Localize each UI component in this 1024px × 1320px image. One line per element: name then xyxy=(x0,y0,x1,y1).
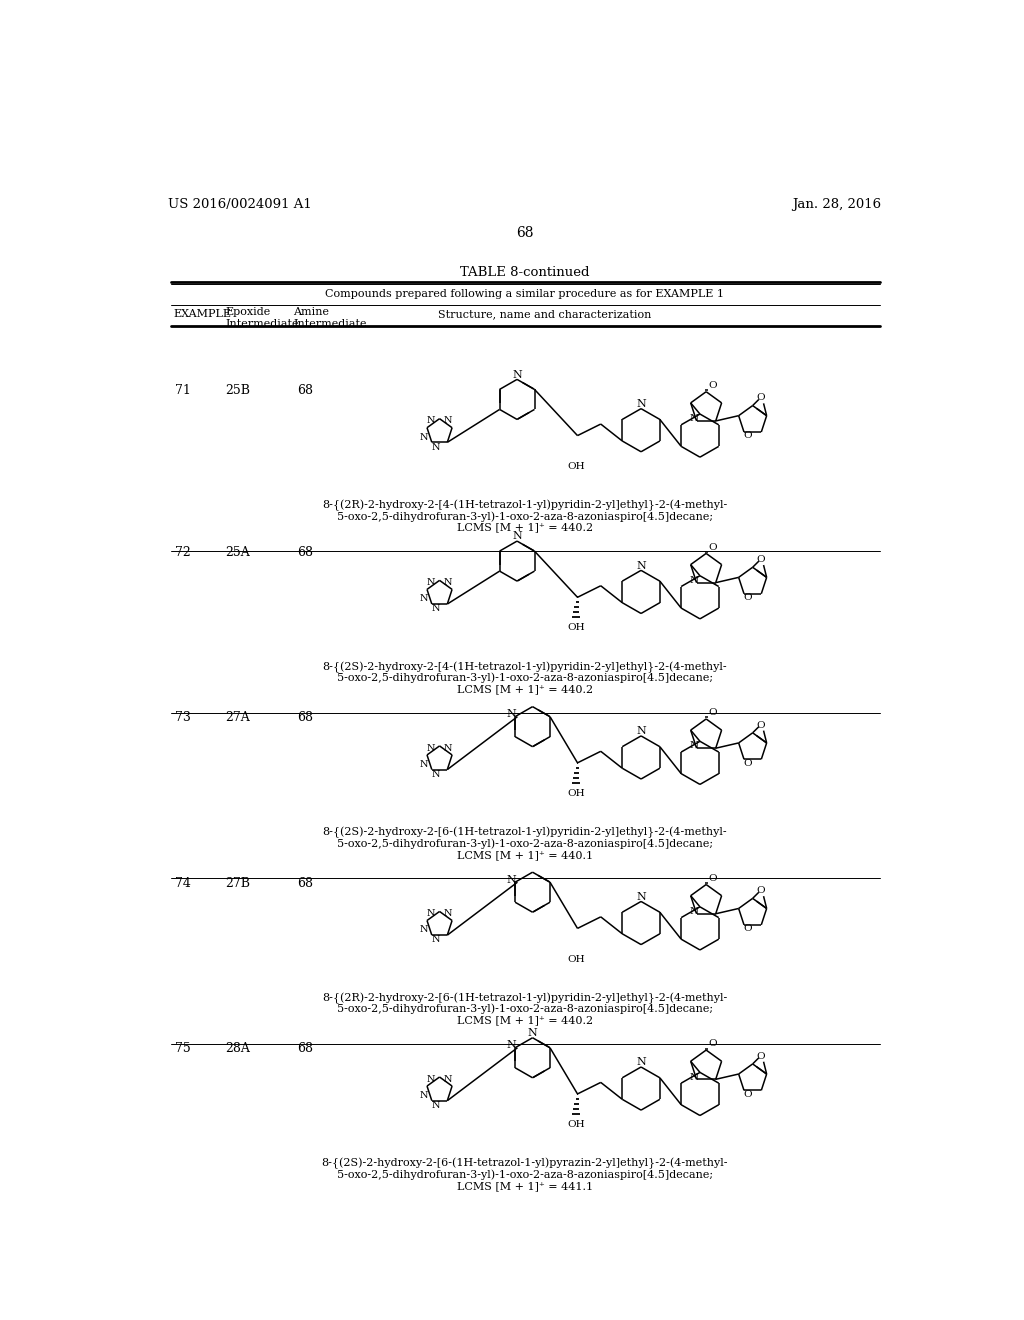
Text: 74: 74 xyxy=(174,876,190,890)
Text: LCMS [M + 1]⁺ = 440.2: LCMS [M + 1]⁺ = 440.2 xyxy=(457,1015,593,1026)
Text: O: O xyxy=(743,759,753,768)
Text: N: N xyxy=(427,743,435,752)
Text: Compounds prepared following a similar procedure as for EXAMPLE 1: Compounds prepared following a similar p… xyxy=(326,289,724,300)
Text: 68: 68 xyxy=(297,1043,313,1056)
Text: N: N xyxy=(506,875,516,884)
Text: N: N xyxy=(420,594,428,603)
Text: Jan. 28, 2016: Jan. 28, 2016 xyxy=(793,198,882,211)
Text: N: N xyxy=(443,578,453,587)
Text: N: N xyxy=(420,433,428,442)
Text: N: N xyxy=(636,399,646,409)
Text: 68: 68 xyxy=(297,876,313,890)
Text: N: N xyxy=(443,1074,453,1084)
Text: 25B: 25B xyxy=(225,384,251,397)
Text: Epoxide
Intermediate: Epoxide Intermediate xyxy=(225,308,299,329)
Text: O: O xyxy=(708,709,717,717)
Text: 68: 68 xyxy=(297,384,313,397)
Text: 27B: 27B xyxy=(225,876,251,890)
Text: N: N xyxy=(427,909,435,919)
Text: TABLE 8-continued: TABLE 8-continued xyxy=(460,267,590,280)
Text: 5-oxo-2,5-dihydrofuran-3-yl)-1-oxo-2-aza-8-azoniaspiro[4.5]decane;: 5-oxo-2,5-dihydrofuran-3-yl)-1-oxo-2-aza… xyxy=(337,511,713,521)
Text: O: O xyxy=(756,886,765,895)
Text: N: N xyxy=(431,442,440,451)
Text: 8-{(2S)-2-hydroxy-2-[6-(1H-tetrazol-1-yl)pyridin-2-yl]ethyl}-2-(4-methyl-: 8-{(2S)-2-hydroxy-2-[6-(1H-tetrazol-1-yl… xyxy=(323,826,727,838)
Text: OH: OH xyxy=(567,1121,585,1129)
Text: N: N xyxy=(506,709,516,719)
Text: O: O xyxy=(743,924,753,933)
Text: 73: 73 xyxy=(174,711,190,725)
Text: N: N xyxy=(512,532,522,541)
Text: 8-{(2R)-2-hydroxy-2-[6-(1H-tetrazol-1-yl)pyridin-2-yl]ethyl}-2-(4-methyl-: 8-{(2R)-2-hydroxy-2-[6-(1H-tetrazol-1-yl… xyxy=(323,993,727,1003)
Text: N: N xyxy=(636,1057,646,1068)
Text: O: O xyxy=(708,1039,717,1048)
Text: O: O xyxy=(743,593,753,602)
Text: N: N xyxy=(420,925,428,935)
Text: 5-oxo-2,5-dihydrofuran-3-yl)-1-oxo-2-aza-8-azoniaspiro[4.5]decane;: 5-oxo-2,5-dihydrofuran-3-yl)-1-oxo-2-aza… xyxy=(337,673,713,684)
Text: N: N xyxy=(443,743,453,752)
Text: 5-oxo-2,5-dihydrofuran-3-yl)-1-oxo-2-aza-8-azoniaspiro[4.5]decane;: 5-oxo-2,5-dihydrofuran-3-yl)-1-oxo-2-aza… xyxy=(337,838,713,849)
Text: N: N xyxy=(689,576,698,585)
Text: N: N xyxy=(506,1040,516,1051)
Text: O: O xyxy=(743,1090,753,1098)
Text: N: N xyxy=(512,370,522,380)
Text: N: N xyxy=(427,1074,435,1084)
Text: OH: OH xyxy=(567,623,585,632)
Text: US 2016/0024091 A1: US 2016/0024091 A1 xyxy=(168,198,312,211)
Text: N: N xyxy=(427,417,435,425)
Text: O: O xyxy=(756,721,765,730)
Text: N: N xyxy=(689,907,698,916)
Text: N: N xyxy=(431,1101,440,1110)
Text: N: N xyxy=(689,414,698,424)
Text: 25A: 25A xyxy=(225,545,251,558)
Text: N: N xyxy=(443,909,453,919)
Text: N: N xyxy=(431,936,440,944)
Text: 75: 75 xyxy=(174,1043,190,1056)
Text: N: N xyxy=(636,561,646,570)
Text: 28A: 28A xyxy=(225,1043,251,1056)
Text: O: O xyxy=(756,1052,765,1061)
Text: LCMS [M + 1]⁺ = 440.1: LCMS [M + 1]⁺ = 440.1 xyxy=(457,850,593,859)
Text: LCMS [M + 1]⁺ = 440.2: LCMS [M + 1]⁺ = 440.2 xyxy=(457,523,593,532)
Text: O: O xyxy=(708,543,717,552)
Text: N: N xyxy=(420,760,428,768)
Text: OH: OH xyxy=(567,954,585,964)
Text: N: N xyxy=(431,605,440,614)
Text: 68: 68 xyxy=(297,545,313,558)
Text: N: N xyxy=(527,1028,538,1038)
Text: 8-{(2S)-2-hydroxy-2-[4-(1H-tetrazol-1-yl)pyridin-2-yl]ethyl}-2-(4-methyl-: 8-{(2S)-2-hydroxy-2-[4-(1H-tetrazol-1-yl… xyxy=(323,661,727,673)
Text: LCMS [M + 1]⁺ = 440.2: LCMS [M + 1]⁺ = 440.2 xyxy=(457,684,593,694)
Text: OH: OH xyxy=(567,789,585,799)
Text: 68: 68 xyxy=(516,226,534,240)
Text: 5-oxo-2,5-dihydrofuran-3-yl)-1-oxo-2-aza-8-azoniaspiro[4.5]decane;: 5-oxo-2,5-dihydrofuran-3-yl)-1-oxo-2-aza… xyxy=(337,1170,713,1180)
Text: N: N xyxy=(636,726,646,737)
Text: N: N xyxy=(420,1092,428,1100)
Text: O: O xyxy=(756,393,765,403)
Text: O: O xyxy=(743,432,753,441)
Text: N: N xyxy=(689,742,698,750)
Text: 71: 71 xyxy=(174,384,190,397)
Text: 5-oxo-2,5-dihydrofuran-3-yl)-1-oxo-2-aza-8-azoniaspiro[4.5]decane;: 5-oxo-2,5-dihydrofuran-3-yl)-1-oxo-2-aza… xyxy=(337,1003,713,1015)
Text: N: N xyxy=(443,417,453,425)
Text: 8-{(2S)-2-hydroxy-2-[6-(1H-tetrazol-1-yl)pyrazin-2-yl]ethyl}-2-(4-methyl-: 8-{(2S)-2-hydroxy-2-[6-(1H-tetrazol-1-yl… xyxy=(322,1158,728,1170)
Text: Structure, name and characterization: Structure, name and characterization xyxy=(438,309,651,319)
Text: O: O xyxy=(708,381,717,389)
Polygon shape xyxy=(116,162,122,182)
Text: N: N xyxy=(431,770,440,779)
Text: O: O xyxy=(708,874,717,883)
Text: 8-{(2R)-2-hydroxy-2-[4-(1H-tetrazol-1-yl)pyridin-2-yl]ethyl}-2-(4-methyl-: 8-{(2R)-2-hydroxy-2-[4-(1H-tetrazol-1-yl… xyxy=(323,499,727,511)
Polygon shape xyxy=(116,162,122,182)
Text: OH: OH xyxy=(567,462,585,471)
Text: LCMS [M + 1]⁺ = 441.1: LCMS [M + 1]⁺ = 441.1 xyxy=(457,1181,593,1191)
Text: N: N xyxy=(636,892,646,902)
Text: N: N xyxy=(427,578,435,587)
Text: N: N xyxy=(689,1073,698,1081)
Text: 72: 72 xyxy=(174,545,190,558)
Text: 68: 68 xyxy=(297,711,313,725)
Text: O: O xyxy=(756,556,765,564)
Text: EXAMPLE: EXAMPLE xyxy=(173,309,231,319)
Text: 27A: 27A xyxy=(225,711,251,725)
Text: Amine
Intermediate: Amine Intermediate xyxy=(293,308,367,329)
